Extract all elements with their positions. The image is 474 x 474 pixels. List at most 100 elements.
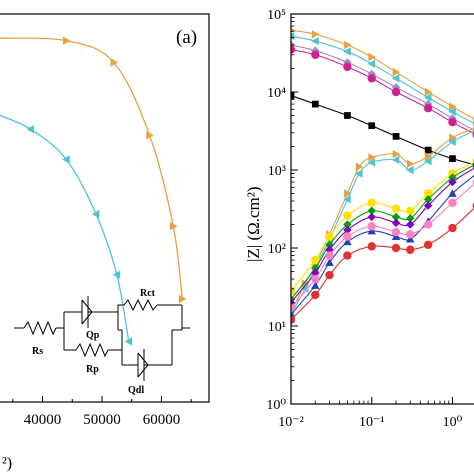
right-series-point <box>311 281 320 289</box>
right-series-point <box>311 290 320 300</box>
equivalent-circuit <box>14 296 190 381</box>
right-series-point <box>291 45 296 54</box>
right-series-point <box>449 133 457 142</box>
right-series-point <box>423 156 432 166</box>
right-plot-frame <box>290 13 474 405</box>
right-y-tick-label: 10² <box>268 242 286 257</box>
left-plot-frame <box>0 13 210 403</box>
right-x-tick-label: 10⁻² <box>278 415 304 430</box>
right-series-point <box>343 47 351 56</box>
right-series-point <box>291 315 296 325</box>
right-series-point <box>391 74 400 83</box>
right-series-point <box>368 122 376 130</box>
right-y-tick-label: 10¹ <box>268 320 286 335</box>
right-x-ticks: 10⁻² 10⁻¹ 10⁰ <box>278 397 463 430</box>
right-y-tick-label: 10⁰ <box>266 398 286 413</box>
right-series-point <box>343 232 352 241</box>
right-series-point <box>448 173 457 182</box>
left-x-ticks: 40000 50000 60000 <box>12 396 192 428</box>
right-series-point <box>448 137 456 146</box>
left-series-point <box>146 131 154 140</box>
right-series-point <box>343 211 352 220</box>
right-series-point <box>343 220 352 229</box>
right-series-point <box>325 270 334 280</box>
left-series-point <box>110 58 119 67</box>
right-y-ticks: 10⁰ 10¹ 10² 10³ 10⁴ 10⁵ <box>266 8 298 413</box>
right-series-point <box>367 226 376 235</box>
label-rs: Rs <box>32 346 43 357</box>
left-series-point <box>91 209 100 219</box>
right-series-point <box>367 212 376 222</box>
right-series-line-2 <box>291 35 474 124</box>
rct-resistor <box>123 298 158 312</box>
right-series-point <box>367 198 376 207</box>
right-series-point <box>423 103 433 113</box>
rp-resistor <box>75 342 109 358</box>
right-x-tick-label: 10⁻¹ <box>359 415 385 430</box>
right-series-point <box>325 251 334 260</box>
right-series-line-9 <box>291 167 474 303</box>
right-series-point <box>406 234 415 243</box>
right-series-point <box>391 155 400 165</box>
right-series-point <box>291 31 295 41</box>
left-panel: (a) 40000 50000 60000 ²) <box>0 13 210 472</box>
right-series-point <box>291 303 296 313</box>
right-series-point <box>449 102 457 111</box>
right-series-point <box>423 201 433 210</box>
right-series-point <box>423 220 433 229</box>
right-series <box>291 27 474 325</box>
panel-label: (a) <box>176 27 197 48</box>
right-series-point <box>311 50 320 59</box>
left-series-point <box>62 36 71 45</box>
right-series-line-12 <box>291 207 474 321</box>
right-series-point <box>343 62 352 72</box>
right-series-point <box>355 162 364 171</box>
right-series-point <box>368 153 376 162</box>
right-series-line-5 <box>291 128 474 313</box>
right-series-point <box>391 218 401 228</box>
right-series-point <box>449 155 456 162</box>
left-series-point <box>124 337 133 346</box>
right-series-point <box>391 227 401 237</box>
right-series-point <box>406 220 415 229</box>
right-series-line-10 <box>291 175 474 315</box>
right-series-line-6 <box>291 130 474 315</box>
left-x-label-fragment: ²) <box>2 455 12 472</box>
right-series-point <box>448 107 456 116</box>
right-series-point <box>343 225 352 235</box>
rs-resistor <box>23 320 57 336</box>
right-series-point <box>301 284 309 293</box>
left-series-point <box>26 124 35 134</box>
right-series-point <box>325 232 334 241</box>
right-series-point <box>301 279 310 288</box>
right-series-point <box>423 240 433 249</box>
right-series-point <box>325 245 334 254</box>
right-y-tick-label: 10³ <box>268 164 286 179</box>
right-series-point <box>367 74 376 83</box>
right-series-point <box>343 195 351 204</box>
right-series-point <box>423 93 432 102</box>
right-y-tick-label: 10⁵ <box>267 8 286 23</box>
circuit-labels: Rs Qp Rct Rp Qdl <box>32 288 156 396</box>
right-series-point <box>311 30 320 39</box>
right-series-point <box>448 223 457 233</box>
right-series-line-8 <box>291 164 474 300</box>
right-y-axis-label: |Z| (Ω.cm²) <box>244 186 263 262</box>
right-series-point <box>448 189 457 197</box>
left-x-tick-label: 40000 <box>24 412 62 428</box>
right-series-point <box>406 230 415 239</box>
left-series-line-0 <box>0 37 183 300</box>
right-series-point <box>392 149 401 159</box>
left-series-line-1 <box>0 114 130 342</box>
right-series-point <box>344 189 352 198</box>
label-qdl: Qdl <box>128 385 144 396</box>
right-series-point <box>392 132 400 140</box>
left-series-point <box>178 294 187 304</box>
right-series-point <box>367 206 376 215</box>
right-series-point <box>325 258 334 266</box>
left-series-point <box>62 155 70 164</box>
right-series-point <box>423 195 433 204</box>
right-series-point <box>311 274 320 284</box>
label-rct: Rct <box>140 288 156 299</box>
